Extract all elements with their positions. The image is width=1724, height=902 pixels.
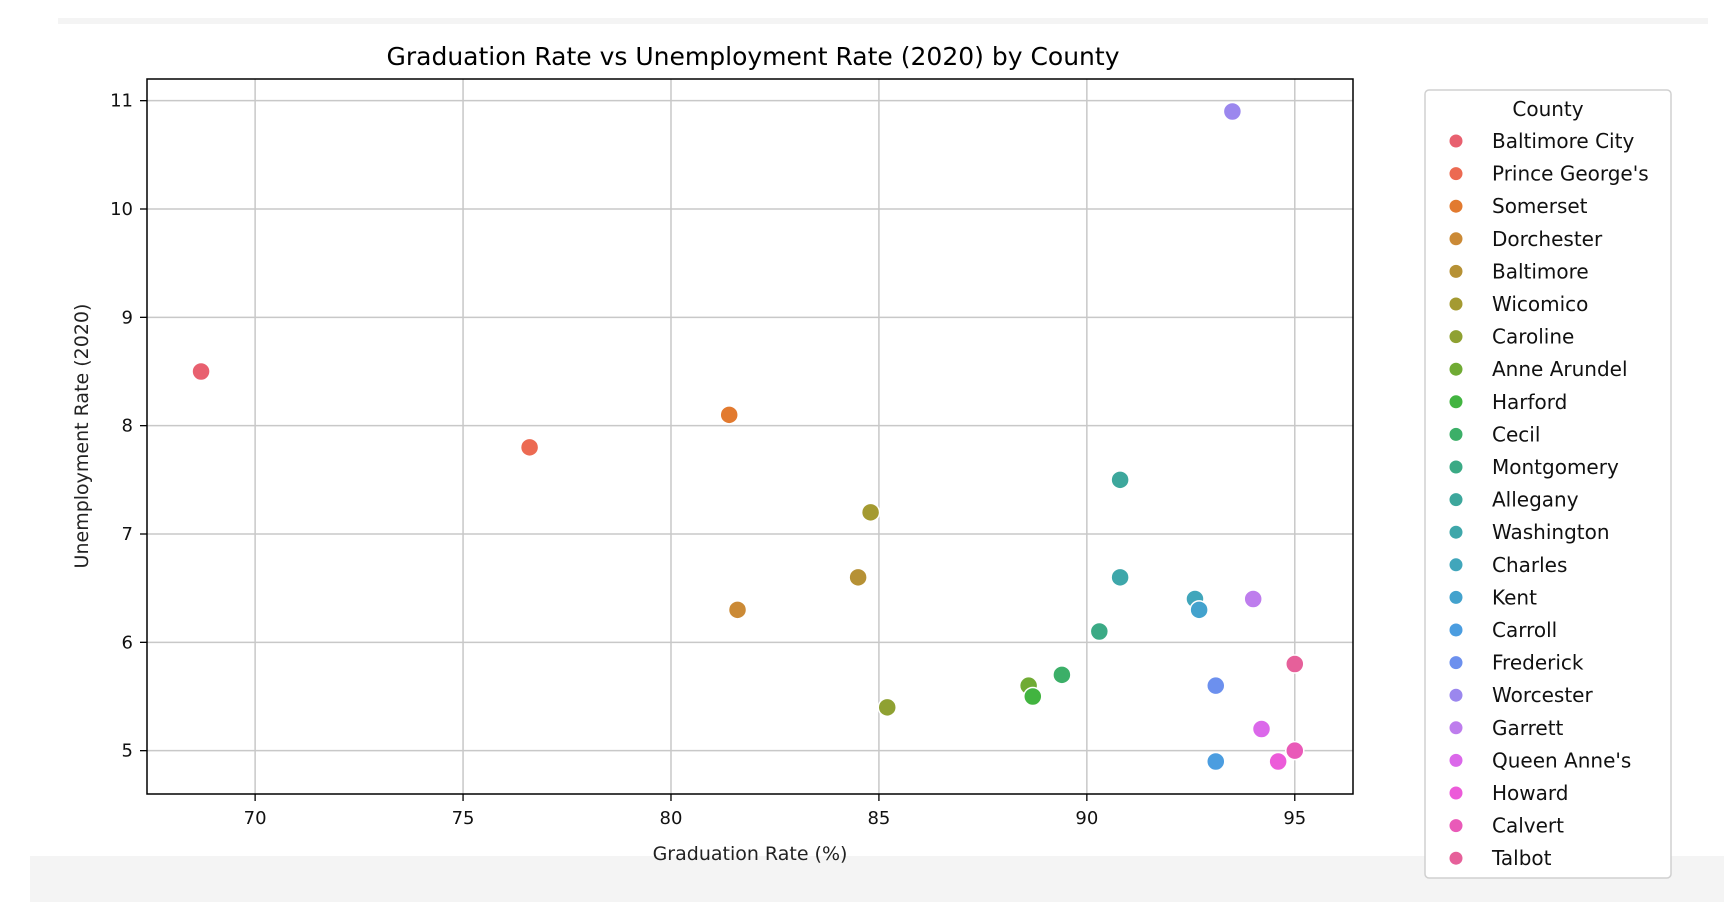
legend-label: Wicomico bbox=[1492, 292, 1588, 316]
x-tick-label: 80 bbox=[660, 808, 683, 829]
data-point bbox=[1206, 751, 1226, 772]
legend-marker bbox=[1448, 231, 1464, 247]
legend-label: Frederick bbox=[1492, 651, 1584, 675]
y-axis-label: Unemployment Rate (2020) bbox=[71, 304, 93, 569]
legend-label: Allegany bbox=[1492, 488, 1579, 512]
legend-label: Baltimore City bbox=[1492, 129, 1634, 153]
top-border-strip bbox=[58, 18, 1708, 24]
legend: County Baltimore City Prince George's Some… bbox=[1424, 89, 1672, 879]
legend-marker bbox=[1448, 655, 1464, 671]
data-point bbox=[877, 697, 897, 718]
legend-marker bbox=[1448, 720, 1464, 736]
legend-label: Talbot bbox=[1491, 846, 1552, 870]
legend-label: Worcester bbox=[1492, 683, 1593, 707]
legend-label: Anne Arundel bbox=[1492, 357, 1628, 381]
data-point bbox=[1251, 719, 1272, 739]
y-tick-label: 10 bbox=[110, 199, 133, 220]
legend-title: County bbox=[1512, 97, 1583, 121]
chart-title: Graduation Rate vs Unemployment Rate (20… bbox=[387, 42, 1120, 71]
y-tick-label: 9 bbox=[122, 307, 133, 328]
data-point bbox=[1089, 621, 1110, 642]
grid-lines bbox=[147, 79, 1353, 794]
data-point bbox=[191, 361, 211, 382]
legend-box bbox=[1424, 89, 1672, 879]
x-tick-label: 85 bbox=[867, 808, 890, 829]
legend-marker bbox=[1448, 263, 1464, 279]
legend-label: Washington bbox=[1492, 520, 1610, 544]
legend-label: Prince George's bbox=[1492, 162, 1649, 186]
legend-marker bbox=[1448, 687, 1464, 703]
legend-label: Kent bbox=[1492, 585, 1537, 609]
data-point bbox=[1222, 101, 1243, 122]
legend-label: Calvert bbox=[1492, 814, 1564, 838]
legend-marker bbox=[1448, 622, 1464, 638]
legend-marker bbox=[1448, 296, 1464, 312]
legend-label: Queen Anne's bbox=[1492, 748, 1631, 772]
legend-label: Somerset bbox=[1492, 194, 1588, 218]
legend-marker bbox=[1448, 492, 1464, 508]
legend-marker bbox=[1448, 198, 1464, 214]
legend-label: Garrett bbox=[1492, 716, 1564, 740]
legend-marker bbox=[1448, 818, 1464, 834]
y-tick-label: 11 bbox=[110, 91, 133, 112]
legend-items: Baltimore City Prince George's Somerset Dor… bbox=[1448, 129, 1649, 870]
data-point bbox=[848, 567, 868, 588]
legend-label: Harford bbox=[1492, 390, 1567, 414]
legend-marker bbox=[1448, 524, 1464, 540]
y-tick-label: 8 bbox=[122, 416, 133, 437]
legend-marker bbox=[1448, 589, 1464, 605]
data-point bbox=[1110, 567, 1130, 588]
legend-marker bbox=[1448, 166, 1464, 182]
legend-label: Howard bbox=[1492, 781, 1568, 805]
legend-label: Carroll bbox=[1492, 618, 1557, 642]
legend-label: Baltimore bbox=[1492, 259, 1589, 283]
x-tick-label: 70 bbox=[244, 808, 267, 829]
legend-marker bbox=[1448, 361, 1464, 377]
data-point bbox=[1206, 675, 1226, 696]
data-point bbox=[1285, 654, 1305, 674]
data-point bbox=[1023, 686, 1043, 707]
x-tick-label: 75 bbox=[452, 808, 475, 829]
legend-marker bbox=[1448, 329, 1464, 345]
legend-marker bbox=[1448, 394, 1464, 410]
y-tick-label: 5 bbox=[122, 741, 133, 762]
data-point bbox=[519, 437, 540, 458]
y-tick-label: 6 bbox=[122, 632, 133, 653]
y-axis-ticks: 5 6 7 8 9 10 11 bbox=[110, 91, 147, 762]
legend-label: Dorchester bbox=[1492, 227, 1603, 251]
legend-marker bbox=[1448, 426, 1464, 442]
y-tick-label: 7 bbox=[122, 524, 133, 545]
legend-label: Montgomery bbox=[1492, 455, 1619, 479]
data-point bbox=[719, 405, 739, 425]
data-point bbox=[1052, 665, 1072, 685]
data-points bbox=[191, 101, 1305, 772]
data-point bbox=[1243, 589, 1263, 609]
legend-marker bbox=[1448, 133, 1464, 149]
legend-marker bbox=[1448, 752, 1464, 768]
data-point bbox=[727, 600, 748, 620]
x-tick-label: 95 bbox=[1283, 808, 1306, 829]
data-point bbox=[1189, 600, 1209, 620]
plot-frame bbox=[146, 78, 1354, 795]
legend-label: Cecil bbox=[1492, 422, 1540, 446]
legend-marker bbox=[1448, 557, 1464, 573]
x-axis-label: Graduation Rate (%) bbox=[653, 843, 848, 865]
x-axis-ticks: 70 75 80 85 90 95 bbox=[244, 794, 1306, 829]
data-point bbox=[1285, 740, 1305, 761]
legend-marker bbox=[1448, 459, 1464, 475]
legend-marker bbox=[1448, 850, 1464, 866]
legend-marker bbox=[1448, 785, 1464, 801]
legend-label: Charles bbox=[1492, 553, 1567, 577]
legend-label: Caroline bbox=[1492, 325, 1574, 349]
data-point bbox=[1110, 470, 1130, 490]
data-point bbox=[1268, 751, 1288, 772]
data-point bbox=[860, 502, 881, 523]
x-tick-label: 90 bbox=[1075, 808, 1098, 829]
